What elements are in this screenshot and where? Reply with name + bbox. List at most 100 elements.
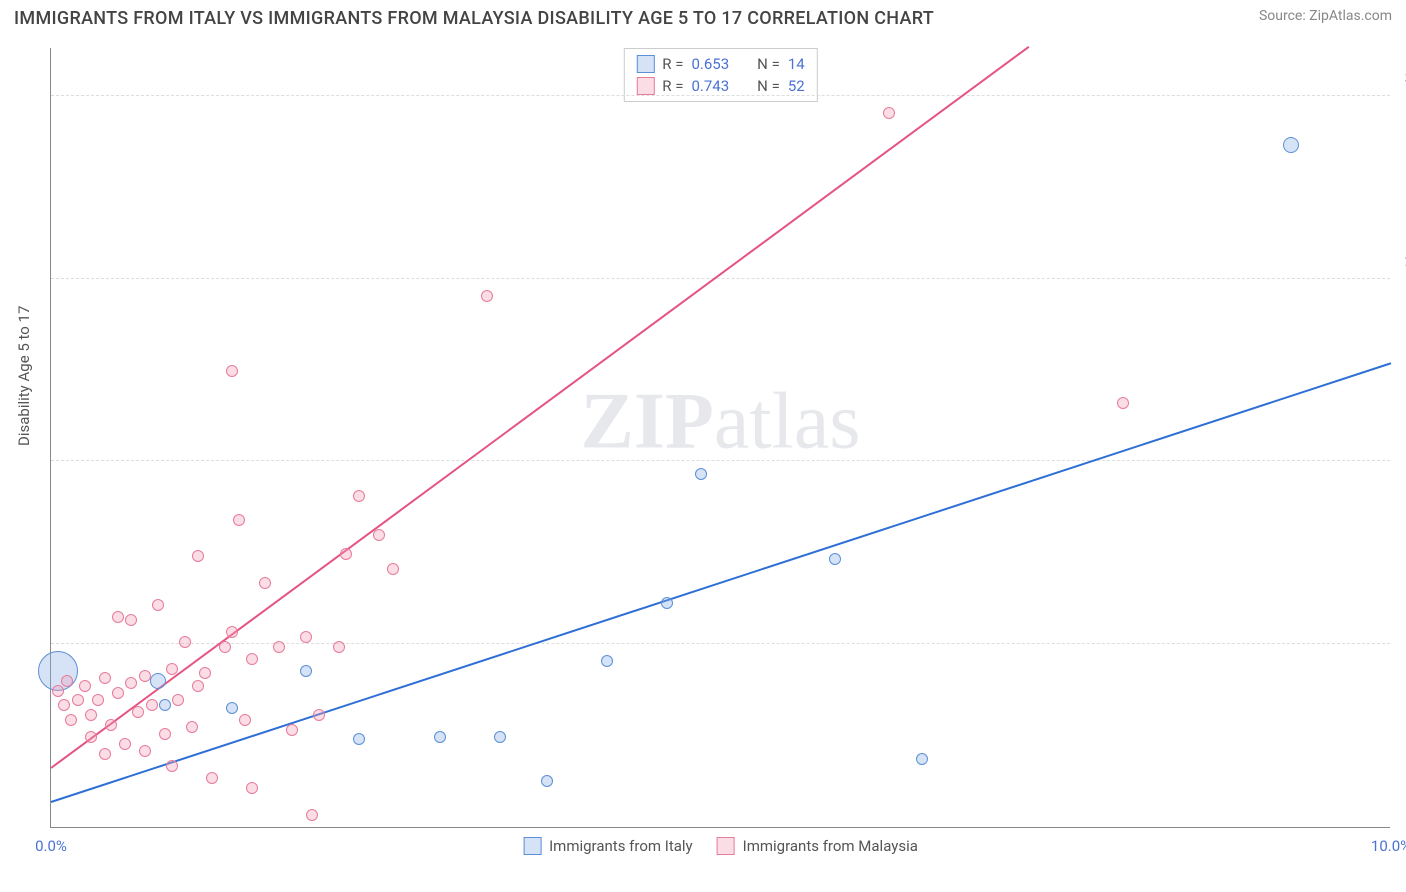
data-point[interactable] [192, 550, 204, 562]
data-point[interactable] [494, 731, 506, 743]
swatch-italy [523, 837, 541, 855]
data-point[interactable] [61, 675, 73, 687]
stat-label-n: N = [757, 77, 780, 95]
data-point[interactable] [192, 680, 204, 692]
data-point[interactable] [233, 514, 245, 526]
data-point[interactable] [1117, 397, 1129, 409]
stat-n-italy: 14 [788, 55, 805, 73]
plot-area: ZIPatlas R = 0.653 N = 14 R = 0.743 N = … [50, 48, 1390, 828]
legend-item-italy[interactable]: Immigrants from Italy [523, 837, 693, 855]
data-point[interactable] [434, 731, 446, 743]
data-point[interactable] [226, 702, 238, 714]
data-point[interactable] [125, 614, 137, 626]
data-point[interactable] [58, 699, 70, 711]
data-point[interactable] [159, 699, 171, 711]
stat-r-italy: 0.653 [691, 55, 729, 73]
data-point[interactable] [150, 673, 166, 689]
chart-title: IMMIGRANTS FROM ITALY VS IMMIGRANTS FROM… [14, 8, 934, 29]
trend-line [50, 45, 1029, 768]
data-point[interactable] [99, 672, 111, 684]
data-point[interactable] [829, 553, 841, 565]
bottom-legend: Immigrants from Italy Immigrants from Ma… [523, 837, 918, 855]
y-tick-label: 22.5% [1395, 252, 1406, 270]
y-axis-title: Disability Age 5 to 17 [15, 306, 33, 446]
data-point[interactable] [52, 685, 64, 697]
data-point[interactable] [139, 745, 151, 757]
data-point[interactable] [85, 709, 97, 721]
data-point[interactable] [246, 782, 258, 794]
data-point[interactable] [333, 641, 345, 653]
stats-row-italy: R = 0.653 N = 14 [636, 53, 804, 75]
stat-label-r: R = [662, 55, 683, 73]
data-point[interactable] [883, 107, 895, 119]
legend-label-malaysia: Immigrants from Malaysia [743, 837, 918, 855]
data-point[interactable] [373, 529, 385, 541]
x-tick-label: 10.0% [1371, 837, 1406, 855]
stat-n-malaysia: 52 [788, 77, 805, 95]
data-point[interactable] [139, 670, 151, 682]
data-point[interactable] [72, 694, 84, 706]
gridline [51, 460, 1390, 461]
data-point[interactable] [166, 760, 178, 772]
data-point[interactable] [119, 738, 131, 750]
data-point[interactable] [132, 706, 144, 718]
data-point[interactable] [152, 599, 164, 611]
data-point[interactable] [601, 655, 613, 667]
source-label: Source: ZipAtlas.com [1259, 8, 1392, 24]
data-point[interactable] [166, 663, 178, 675]
watermark: ZIPatlas [581, 376, 861, 467]
legend-label-italy: Immigrants from Italy [549, 837, 693, 855]
data-point[interactable] [112, 687, 124, 699]
swatch-malaysia [717, 837, 735, 855]
data-point[interactable] [300, 631, 312, 643]
data-point[interactable] [105, 719, 117, 731]
data-point[interactable] [387, 563, 399, 575]
data-point[interactable] [286, 724, 298, 736]
data-point[interactable] [239, 714, 251, 726]
gridline [51, 643, 1390, 644]
data-point[interactable] [353, 733, 365, 745]
data-point[interactable] [99, 748, 111, 760]
trend-line [51, 362, 1392, 803]
data-point[interactable] [695, 468, 707, 480]
data-point[interactable] [219, 641, 231, 653]
data-point[interactable] [146, 699, 158, 711]
x-tick-label: 0.0% [35, 837, 67, 855]
data-point[interactable] [353, 490, 365, 502]
stat-r-malaysia: 0.743 [691, 77, 729, 95]
data-point[interactable] [92, 694, 104, 706]
legend-item-malaysia[interactable]: Immigrants from Malaysia [717, 837, 918, 855]
data-point[interactable] [206, 772, 218, 784]
data-point[interactable] [226, 365, 238, 377]
y-tick-label: 30.0% [1395, 69, 1406, 87]
data-point[interactable] [125, 677, 137, 689]
data-point[interactable] [112, 611, 124, 623]
data-point[interactable] [313, 709, 325, 721]
data-point[interactable] [916, 753, 928, 765]
y-tick-label: 15.0% [1395, 434, 1406, 452]
data-point[interactable] [186, 721, 198, 733]
data-point[interactable] [172, 694, 184, 706]
data-point[interactable] [481, 290, 493, 302]
data-point[interactable] [246, 653, 258, 665]
data-point[interactable] [226, 626, 238, 638]
y-tick-label: 7.5% [1395, 617, 1406, 635]
stat-label-r: R = [662, 77, 683, 95]
data-point[interactable] [273, 641, 285, 653]
data-point[interactable] [65, 714, 77, 726]
data-point[interactable] [541, 775, 553, 787]
swatch-malaysia [636, 77, 654, 95]
data-point[interactable] [79, 680, 91, 692]
data-point[interactable] [199, 667, 211, 679]
data-point[interactable] [300, 665, 312, 677]
data-point[interactable] [85, 731, 97, 743]
gridline [51, 95, 1390, 96]
data-point[interactable] [661, 597, 673, 609]
data-point[interactable] [259, 577, 271, 589]
data-point[interactable] [306, 809, 318, 821]
data-point[interactable] [1283, 137, 1299, 153]
data-point[interactable] [340, 548, 352, 560]
data-point[interactable] [159, 728, 171, 740]
data-point[interactable] [179, 636, 191, 648]
stat-label-n: N = [757, 55, 780, 73]
